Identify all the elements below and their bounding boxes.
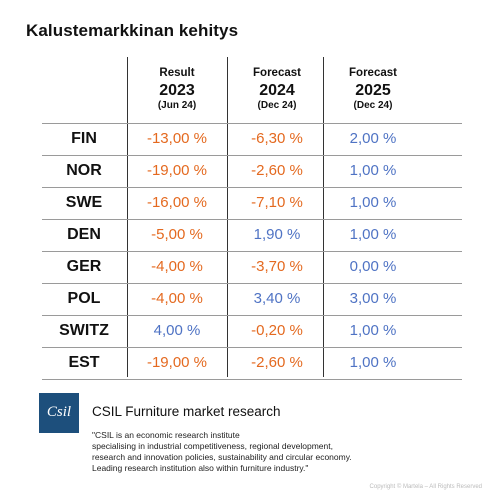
value-cell: -19,00 % (146, 162, 208, 179)
column-header-sub: (Jun 24) (157, 100, 197, 111)
value-cell: -7,10 % (251, 194, 303, 211)
value-cell: -19,00 % (146, 354, 208, 371)
column-header: Forecast 2024 (Dec 24) (229, 66, 325, 112)
value-cell: -2,60 % (251, 162, 303, 179)
copyright-notice: Copyright © Martela – All Rights Reserve… (369, 484, 482, 490)
csil-logo: Csil (39, 393, 79, 433)
column-divider (323, 57, 324, 377)
row-label-den: DEN (67, 226, 101, 243)
source-description-line: research and innovation policies, sustai… (92, 452, 352, 462)
value-cell: 2,00 % (349, 130, 397, 147)
value-cell: 1,00 % (349, 354, 397, 371)
value-cell: -4,00 % (151, 258, 203, 275)
value-cell: -16,00 % (146, 194, 208, 211)
value-cell: 1,90 % (253, 226, 301, 243)
row-divider (42, 283, 462, 284)
column-header-label: Forecast (253, 67, 301, 79)
value-cell: 3,40 % (253, 290, 301, 307)
column-header: Forecast 2025 (Dec 24) (325, 66, 421, 112)
row-divider (42, 251, 462, 252)
column-header-sub: (Dec 24) (353, 100, 393, 111)
value-cell: -5,00 % (151, 226, 203, 243)
row-label-pol: POL (67, 290, 101, 307)
value-cell: 0,00 % (349, 258, 397, 275)
value-cell: 1,00 % (349, 322, 397, 339)
row-divider (42, 379, 462, 380)
column-header-label: Result (159, 67, 195, 79)
column-header-year: 2024 (259, 82, 295, 99)
column-header-label: Forecast (349, 67, 397, 79)
row-divider (42, 123, 462, 124)
value-cell: -6,30 % (251, 130, 303, 147)
source-description-line: specialising in industrial competitivene… (92, 441, 333, 451)
value-cell: -0,20 % (251, 322, 303, 339)
column-divider (227, 57, 228, 377)
row-label-fin: FIN (71, 130, 97, 147)
source-description: "CSIL is an economic research institute … (92, 430, 472, 474)
row-divider (42, 187, 462, 188)
row-label-est: EST (68, 354, 100, 371)
source-title: CSIL Furniture market research (92, 404, 281, 419)
source-description-line: "CSIL is an economic research institute (92, 430, 240, 440)
column-header-sub: (Dec 24) (257, 100, 297, 111)
value-cell: -13,00 % (146, 130, 208, 147)
column-header: Result 2023 (Jun 24) (129, 66, 225, 112)
row-label-switz: SWITZ (59, 322, 109, 339)
row-divider (42, 155, 462, 156)
value-cell: -4,00 % (151, 290, 203, 307)
value-cell: 3,00 % (349, 290, 397, 307)
value-cell: 1,00 % (349, 226, 397, 243)
page-title: Kalustemarkkinan kehitys (26, 21, 239, 40)
column-divider (127, 57, 128, 377)
market-table: Result 2023 (Jun 24) Forecast 2024 (Dec 24) Fo… (42, 57, 462, 380)
value-cell: 1,00 % (349, 162, 397, 179)
row-label-swe: SWE (65, 194, 103, 211)
source-description-line: Leading research institution also within… (92, 463, 309, 473)
column-header-year: 2025 (355, 82, 391, 99)
value-cell: -2,60 % (251, 354, 303, 371)
row-divider (42, 315, 462, 316)
row-divider (42, 219, 462, 220)
value-cell: 1,00 % (349, 194, 397, 211)
row-divider (42, 347, 462, 348)
row-label-nor: NOR (66, 162, 102, 179)
row-label-ger: GER (66, 258, 102, 275)
value-cell: -3,70 % (251, 258, 303, 275)
value-cell: 4,00 % (153, 322, 201, 339)
column-header-year: 2023 (159, 82, 195, 99)
